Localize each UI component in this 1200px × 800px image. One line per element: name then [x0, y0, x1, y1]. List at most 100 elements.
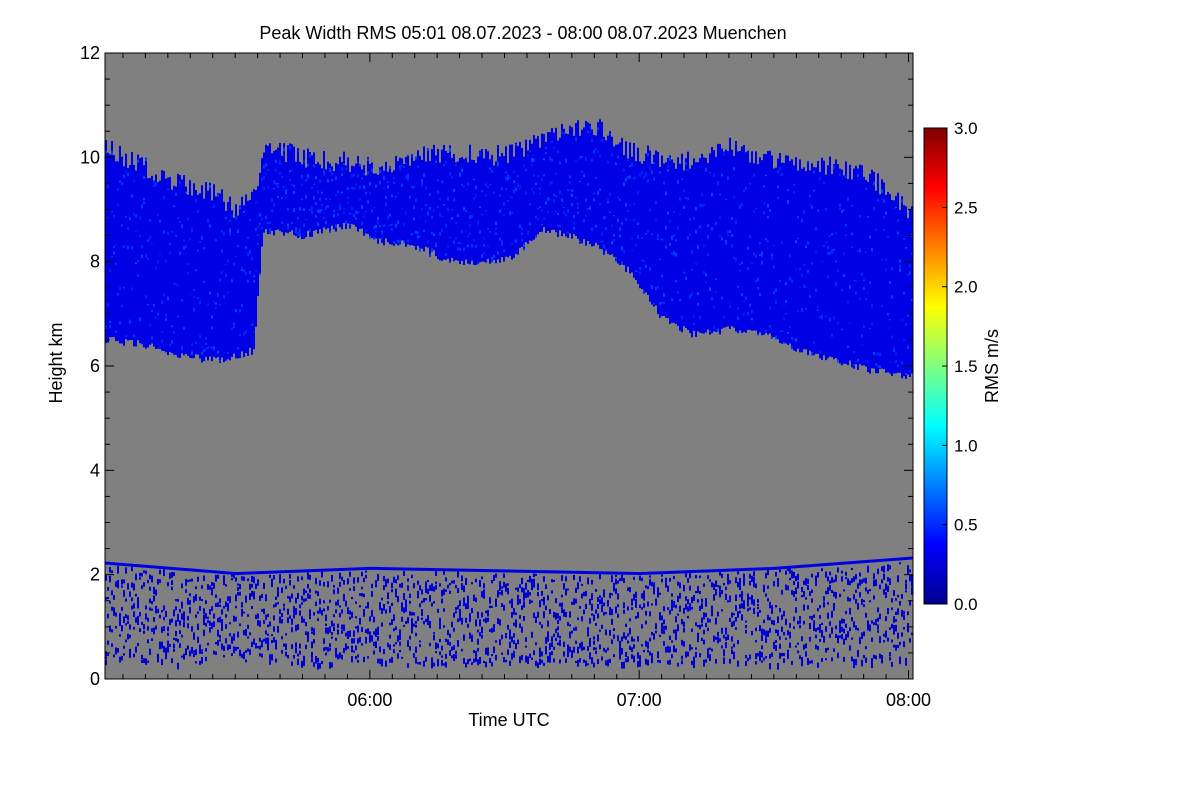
boundary-layer-speckle: [467, 659, 469, 665]
cloud-texture: [129, 216, 131, 221]
cloud-texture: [827, 246, 829, 249]
boundary-layer-speckle: [201, 657, 203, 664]
boundary-layer-speckle: [609, 629, 611, 636]
cloud-column: [373, 173, 375, 239]
boundary-layer-top: [237, 571, 239, 575]
boundary-layer-speckle: [683, 641, 685, 647]
boundary-layer-speckle: [151, 600, 153, 605]
boundary-layer-speckle: [217, 629, 219, 637]
boundary-layer-speckle: [753, 580, 755, 588]
boundary-layer-speckle: [691, 647, 693, 650]
cloud-texture: [263, 176, 265, 179]
cloud-column: [529, 139, 531, 241]
cloud-column: [555, 127, 557, 233]
cloud-texture: [469, 224, 471, 227]
boundary-layer-top: [857, 560, 859, 564]
boundary-layer-top: [841, 561, 843, 565]
boundary-layer-speckle: [909, 575, 911, 582]
boundary-layer-speckle: [753, 577, 755, 584]
boundary-layer-top: [301, 569, 303, 573]
boundary-layer-speckle: [903, 626, 905, 630]
cloud-texture: [909, 263, 911, 268]
cloud-column: [647, 145, 649, 295]
cloud-texture: [535, 216, 537, 219]
boundary-layer-speckle: [139, 577, 141, 580]
boundary-layer-speckle: [643, 591, 645, 597]
boundary-layer-top: [807, 564, 809, 568]
boundary-layer-speckle: [529, 599, 531, 604]
cloud-texture: [555, 172, 557, 175]
boundary-layer-top: [443, 568, 445, 572]
cloud-column: [421, 159, 423, 249]
cloud-texture: [313, 196, 315, 200]
cloud-texture: [463, 247, 465, 251]
cloud-texture: [773, 291, 775, 295]
cloud-texture: [311, 206, 313, 211]
boundary-layer-speckle: [831, 577, 833, 583]
boundary-layer-speckle: [449, 583, 451, 586]
boundary-layer-top: [591, 571, 593, 575]
cloud-column: [149, 178, 151, 345]
boundary-layer-speckle: [393, 649, 395, 654]
cloud-column: [397, 161, 399, 246]
cloud-texture: [629, 165, 631, 168]
boundary-layer-speckle: [903, 611, 905, 615]
cloud-column: [277, 147, 279, 230]
boundary-layer-speckle: [115, 612, 117, 617]
boundary-layer-speckle: [463, 597, 465, 603]
boundary-layer-speckle: [105, 651, 107, 657]
cloud-texture: [391, 194, 393, 198]
boundary-layer-speckle: [631, 654, 633, 659]
cloud-column: [527, 150, 529, 244]
cloud-texture: [453, 188, 455, 192]
boundary-layer-top: [527, 569, 529, 573]
boundary-layer-speckle: [129, 634, 131, 639]
boundary-layer-speckle: [657, 660, 659, 663]
cloud-column: [607, 135, 609, 254]
boundary-layer-speckle: [641, 624, 643, 629]
boundary-layer-top: [827, 562, 829, 566]
boundary-layer-top: [245, 571, 247, 575]
boundary-layer-speckle: [595, 588, 597, 592]
cloud-texture: [553, 198, 555, 203]
boundary-layer-speckle: [521, 655, 523, 660]
boundary-layer-speckle: [901, 595, 903, 598]
boundary-layer-speckle: [845, 634, 847, 641]
cloud-texture: [323, 174, 325, 176]
boundary-layer-top: [615, 571, 617, 575]
cloud-texture: [865, 298, 867, 301]
cloud-column: [665, 162, 667, 318]
cloud-texture: [261, 227, 263, 230]
boundary-layer-top: [291, 569, 293, 573]
boundary-layer-speckle: [537, 662, 539, 668]
boundary-layer-speckle: [421, 589, 423, 595]
boundary-layer-speckle: [865, 612, 867, 618]
cloud-texture: [817, 306, 819, 308]
boundary-layer-speckle: [685, 573, 687, 578]
boundary-layer-top: [483, 569, 485, 573]
boundary-layer-speckle: [777, 577, 779, 582]
cloud-texture: [257, 243, 259, 246]
cloud-texture: [223, 296, 225, 299]
boundary-layer-speckle: [365, 606, 367, 609]
boundary-layer-speckle: [453, 580, 455, 584]
boundary-layer-speckle: [739, 584, 741, 591]
cloud-texture: [293, 184, 295, 188]
boundary-layer-speckle: [505, 588, 507, 592]
boundary-layer-speckle: [453, 627, 455, 632]
cloud-column: [907, 218, 909, 375]
boundary-layer-speckle: [893, 644, 895, 648]
boundary-layer-speckle: [259, 620, 261, 627]
cloud-texture: [367, 157, 369, 162]
boundary-layer-top: [445, 568, 447, 572]
boundary-layer-speckle: [679, 605, 681, 609]
boundary-layer-speckle: [509, 641, 511, 648]
boundary-layer-speckle: [295, 642, 297, 648]
boundary-layer-speckle: [431, 583, 433, 591]
boundary-layer-speckle: [575, 660, 577, 664]
boundary-layer-speckle: [369, 635, 371, 641]
cloud-texture: [799, 287, 801, 289]
boundary-layer-speckle: [491, 627, 493, 633]
boundary-layer-speckle: [457, 587, 459, 594]
boundary-layer-speckle: [305, 622, 307, 627]
